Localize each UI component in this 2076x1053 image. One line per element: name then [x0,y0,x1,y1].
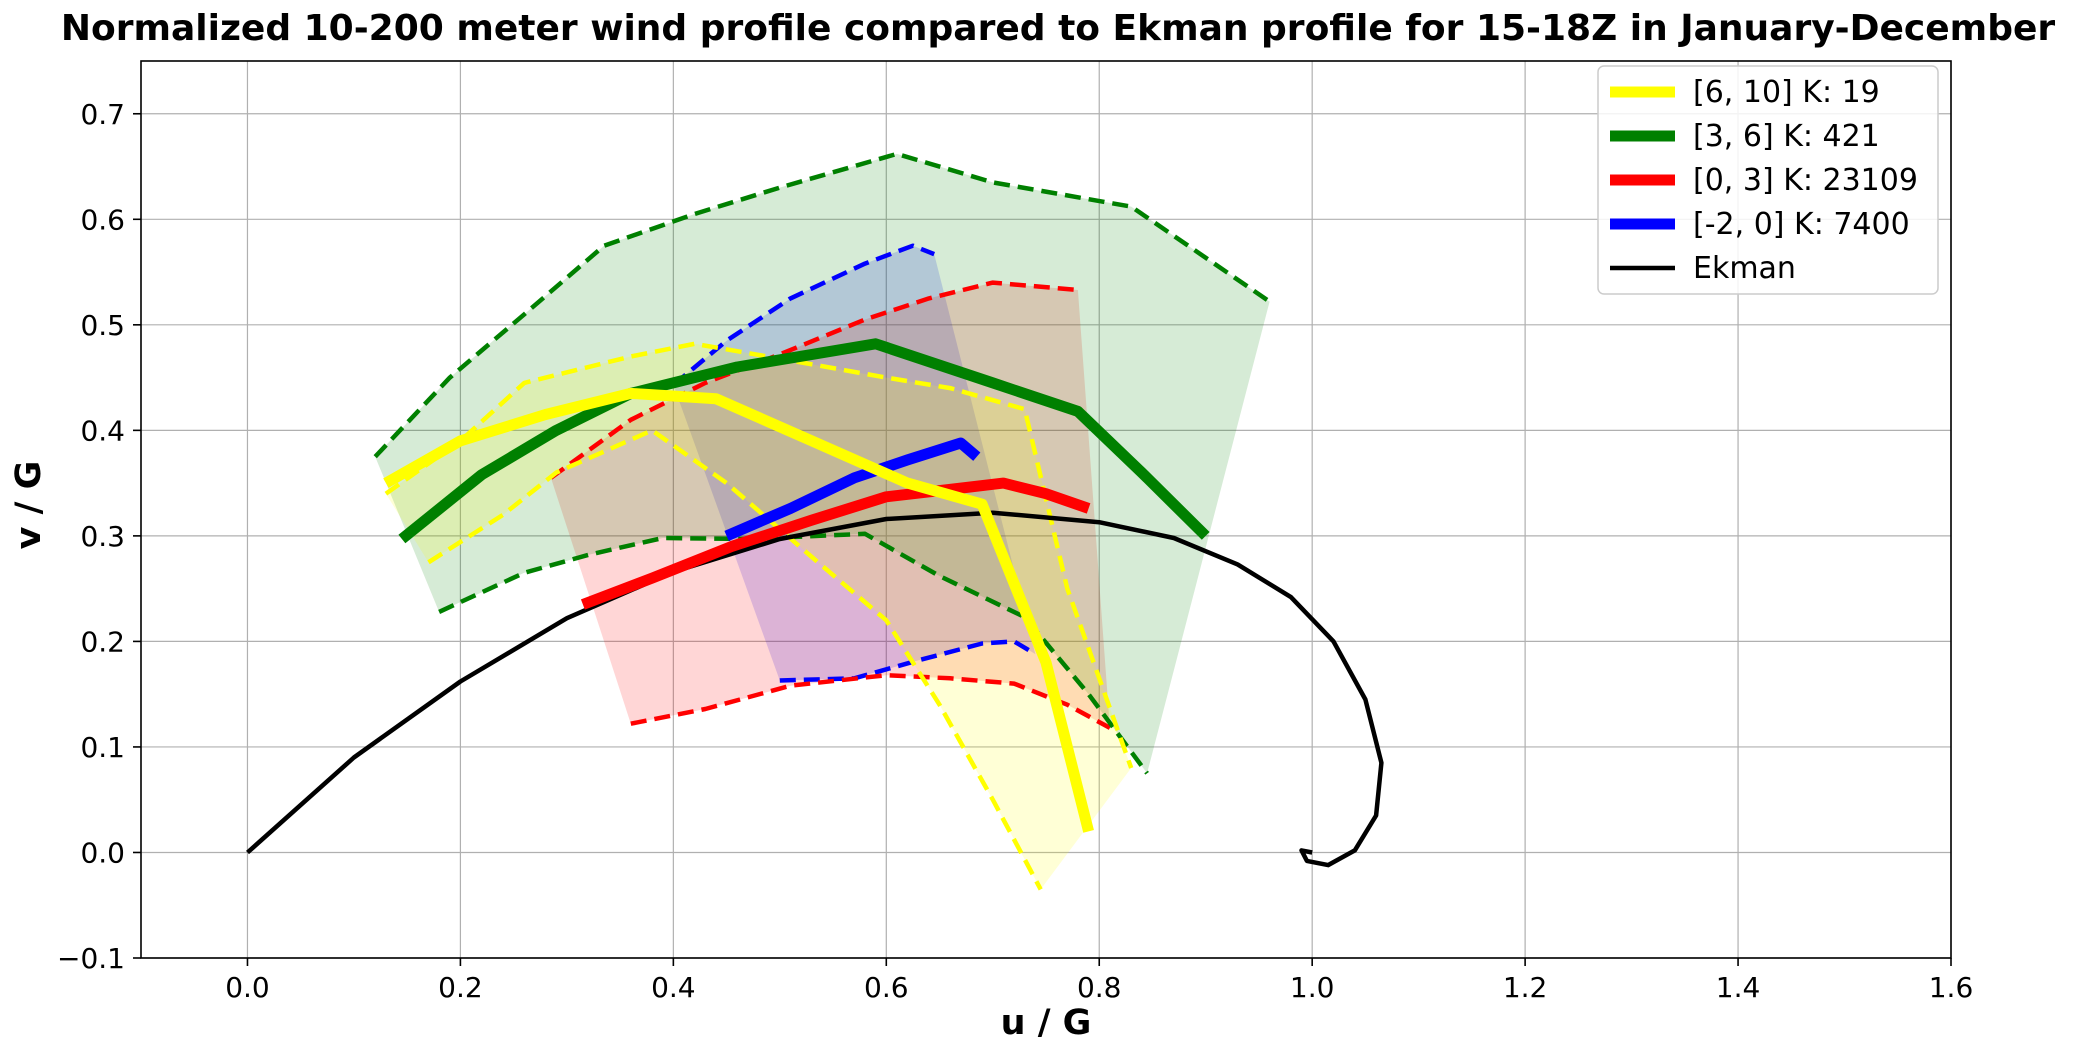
x-tick-label: 1.6 [1929,971,1974,1004]
x-tick-label: 1.2 [1503,971,1548,1004]
x-tick-label: 0.0 [225,971,270,1004]
x-tick-label: 1.0 [1290,971,1335,1004]
x-tick-label: 0.2 [438,971,483,1004]
band-upper-line [373,151,1271,459]
legend-box [1597,65,1939,295]
y-tick-label: 0.1 [80,731,125,764]
series-lines [246,151,1384,891]
x-tick-label: 0.6 [864,971,909,1004]
y-tick-label: 0.6 [80,203,125,236]
y-tick-label: 0.7 [80,98,125,131]
band-lower-line [438,531,1149,775]
y-tick-label: 0.5 [80,309,125,342]
y-tick-label: 0.0 [80,836,125,869]
series-line [580,477,1091,610]
legend-label: [6, 10] K: 19 [1693,75,1880,110]
x-axis-label: u / G [1001,1003,1092,1043]
y-tick-label: 0.2 [80,625,125,658]
y-tick-label: 0.4 [80,414,125,447]
y-tick-label: 0.3 [80,520,125,553]
legend-label: [0, 3] K: 23109 [1693,163,1918,198]
legend: [6, 10] K: 19 [3, 6] K: 421 [0, 3] K: 2310… [1597,65,1939,295]
x-tick-label: 0.4 [651,971,696,1004]
plot-area-frame [140,60,1952,959]
band-fill [385,343,1132,890]
series-line [383,387,1094,833]
x-tick-label: 0.8 [1077,971,1122,1004]
band-fill [375,153,1270,774]
x-tick-label: 1.4 [1716,971,1761,1004]
legend-label: Ekman [1693,251,1796,286]
y-tick-label: −0.1 [57,942,125,975]
legend-label: [-2, 0] K: 7400 [1693,207,1910,242]
series-line [398,338,1210,544]
legend-label: [3, 6] K: 421 [1693,119,1880,154]
chart-title: Normalized 10-200 meter wind profile com… [61,8,2056,49]
ticks: 0.0 0.2 0.4 0.6 0.8 1.0 1.2 1.4 1.6 −0.1 0.0 0.1 0.2… [57,98,1973,1004]
y-axis-label: v / G [9,461,49,550]
